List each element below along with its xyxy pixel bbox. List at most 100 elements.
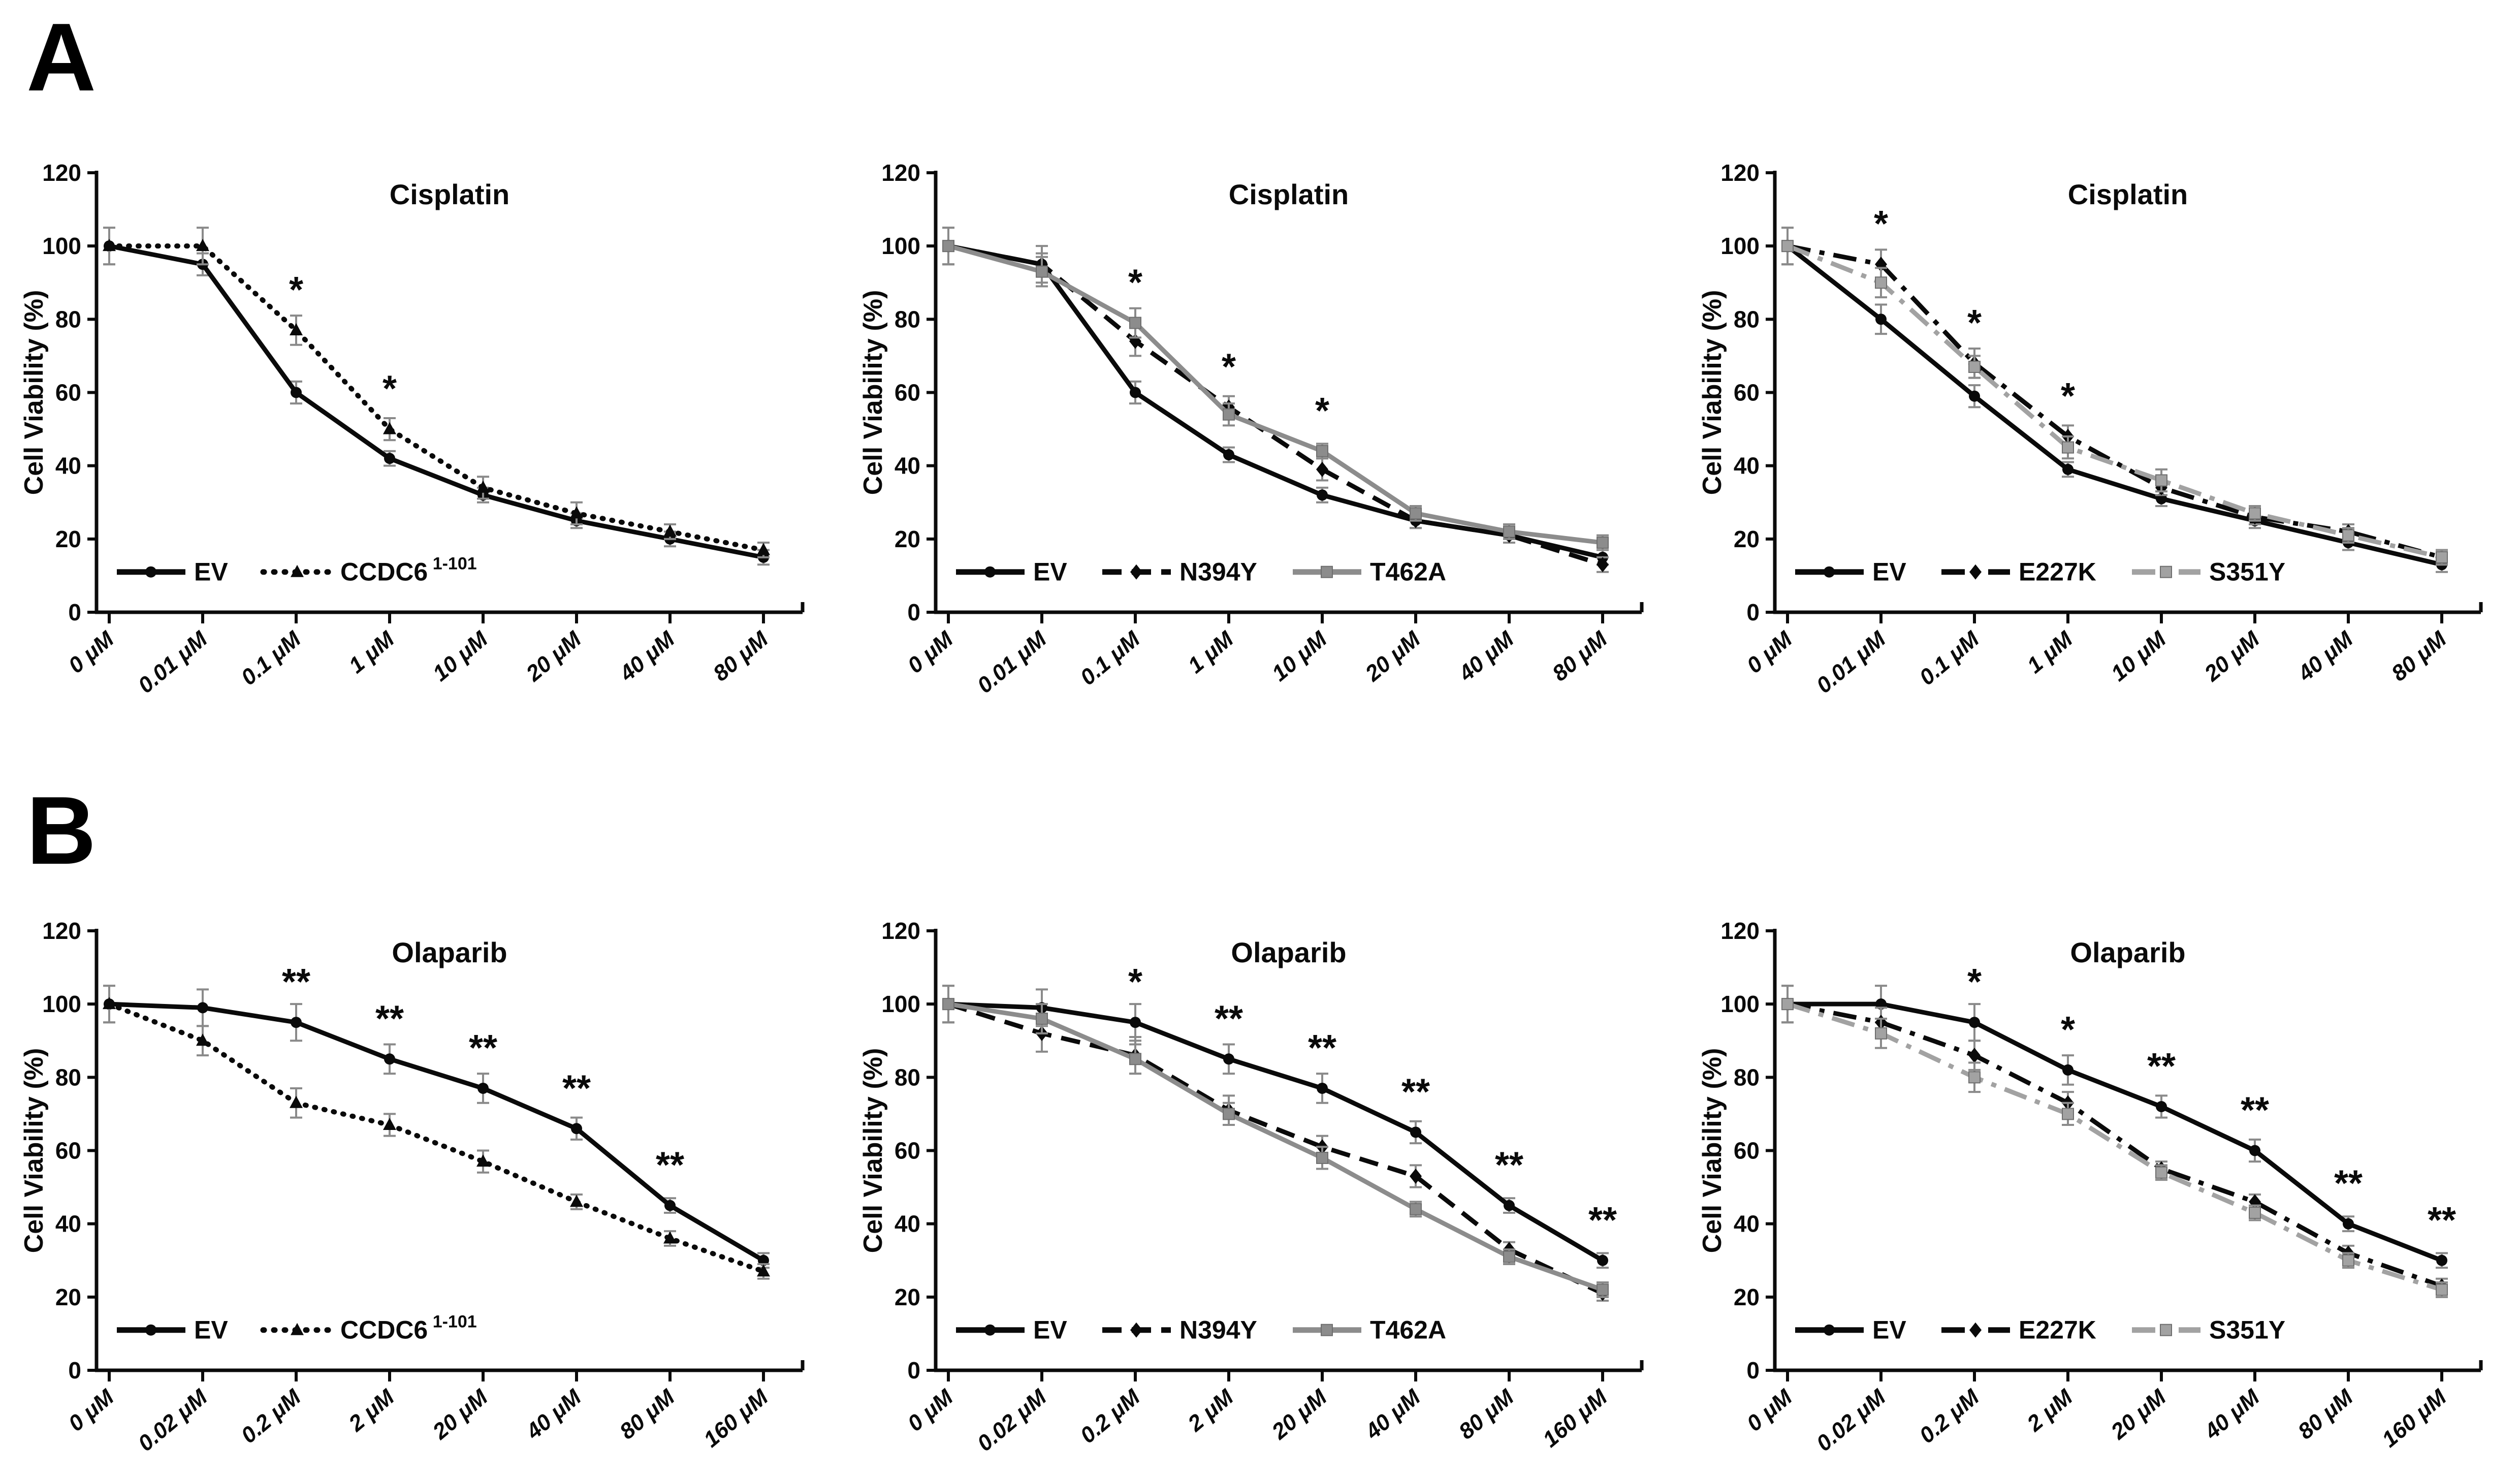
y-tick-label: 20: [1734, 526, 1760, 552]
significance-marker: **: [1588, 1200, 1617, 1241]
data-point: [383, 1118, 396, 1130]
legend-label: N394Y: [1179, 558, 1257, 586]
y-tick-label: 60: [55, 380, 81, 406]
legend-label: CCDC6 1-101: [340, 554, 477, 586]
legend-label: T462A: [1370, 1316, 1446, 1344]
y-tick-label: 120: [881, 160, 920, 186]
legend-item-EV: EV: [117, 1316, 228, 1344]
series-line: [947, 1001, 1604, 1296]
data-point: [1410, 1168, 1422, 1184]
axes: 0 20 40 60 80 100 120 0 μM 0.02 μM 0.2 μM 2 μM 20 μ…: [42, 918, 805, 1456]
x-tick-label: 0.02 μM: [134, 1384, 213, 1456]
data-point: [663, 524, 677, 537]
legend-item-CCDC6: CCDC6 1-101: [260, 1312, 477, 1344]
data-point: [663, 1231, 677, 1244]
y-tick-label: 80: [895, 1064, 920, 1090]
significance-marker: *: [2061, 376, 2075, 417]
data-point: [1316, 1151, 1328, 1164]
y-tick-label: 120: [42, 918, 81, 944]
series-line: [1787, 1001, 2443, 1289]
significance-marker: *: [1874, 204, 1888, 244]
y-tick-label: 60: [1734, 1138, 1760, 1164]
data-point: [1597, 1254, 1608, 1266]
data-point: [570, 506, 583, 519]
series-T462A: [942, 985, 1609, 1298]
data-point: [1321, 1324, 1333, 1336]
data-point: [1504, 1200, 1515, 1211]
significance-marker: **: [2241, 1090, 2269, 1131]
legend-item-T462A: T462A: [1293, 558, 1446, 586]
chart-cisplatin-ev-n394y-t462a: 0 20 40 60 80 100 120 0 μM 0.01 μM 0.1 μM 1 μM 10 μ…: [859, 127, 1652, 716]
y-tick-label: 120: [881, 918, 920, 944]
legend-label: CCDC6 1-101: [340, 1312, 477, 1344]
data-point: [2436, 1283, 2448, 1296]
significance-marker: *: [1967, 962, 1982, 1002]
y-tick-label: 0: [1746, 1357, 1760, 1384]
x-tick-label: 80 μM: [1548, 626, 1613, 686]
data-point: [942, 998, 954, 1011]
chart-cisplatin-ev-ccdc6: 0 20 40 60 80 100 120 0 μM 0.01 μM 0.1 μM 1 μM 10 μ…: [20, 127, 813, 716]
y-tick-label: 20: [895, 526, 920, 552]
x-tick-label: 20 μM: [2106, 1384, 2172, 1444]
x-tick-label: 0 μM: [63, 626, 119, 678]
y-axis-label: Cell Viability (%): [859, 290, 888, 495]
data-point: [1875, 1027, 1887, 1040]
data-point: [291, 387, 302, 398]
x-tick-label: 0.02 μM: [973, 1384, 1052, 1456]
data-point: [1875, 276, 1887, 289]
x-tick-label: 0.01 μM: [1812, 626, 1891, 698]
y-axis-label: Cell Viability (%): [20, 290, 49, 495]
series-T462A: [942, 227, 1609, 551]
significance-marker: **: [2147, 1046, 2176, 1087]
data-point: [2155, 1166, 2167, 1179]
data-point: [384, 453, 395, 464]
x-tick-label: 10 μM: [1267, 626, 1332, 686]
data-point: [1129, 317, 1141, 329]
x-tick-label: 40 μM: [521, 1384, 587, 1444]
x-tick-label: 80 μM: [709, 626, 774, 686]
panel-label-b: B: [26, 777, 96, 885]
data-point: [1968, 1048, 1981, 1063]
legend-item-EV: EV: [1795, 558, 1906, 586]
data-point: [942, 240, 954, 253]
series-line: [109, 243, 764, 560]
x-tick-label: 0.1 μM: [236, 626, 306, 690]
data-point: [1969, 564, 1982, 580]
series-S351Y: [1781, 227, 2448, 566]
significance-marker: *: [289, 270, 303, 310]
x-tick-label: 0.2 μM: [236, 1384, 306, 1448]
legend-item-EV: EV: [956, 1316, 1067, 1344]
y-tick-label: 60: [895, 380, 920, 406]
significance-marker: *: [1222, 347, 1236, 387]
x-tick-label: 0 μM: [903, 1384, 958, 1436]
legend: EV N394Y T462A: [956, 1316, 1446, 1344]
x-tick-label: 20 μM: [428, 1384, 493, 1444]
y-tick-label: 40: [1734, 453, 1760, 479]
data-point: [2343, 1218, 2354, 1230]
data-point: [1317, 1082, 1328, 1094]
chart-svg: 0 20 40 60 80 100 120 0 μM 0.02 μM 0.2 μM 2 μM 20 μ…: [1699, 918, 2483, 1456]
x-tick-label: 20 μM: [521, 626, 587, 686]
y-tick-label: 100: [42, 233, 81, 259]
data-point: [145, 566, 156, 578]
y-tick-label: 0: [907, 599, 920, 625]
significance-marker: **: [1495, 1145, 1523, 1186]
y-tick-label: 60: [1734, 380, 1760, 406]
series-line: [947, 243, 1603, 545]
legend: EV E227K S351Y: [1795, 558, 2285, 586]
x-tick-label: 2 μM: [344, 1384, 400, 1436]
series-line: [107, 1001, 766, 1274]
y-tick-label: 100: [1720, 991, 1760, 1017]
x-tick-label: 10 μM: [2107, 626, 2172, 686]
y-tick-label: 0: [907, 1357, 920, 1384]
chart-title: Olaparib: [392, 936, 507, 968]
data-point: [2062, 1108, 2074, 1120]
legend-label: EV: [1033, 558, 1067, 586]
data-point: [2155, 474, 2167, 487]
legend: EV N394Y T462A: [956, 558, 1446, 586]
y-tick-label: 20: [55, 526, 81, 552]
data-point: [476, 1154, 490, 1167]
significance-marker: **: [375, 998, 404, 1039]
x-tick-label: 0.2 μM: [1075, 1384, 1145, 1448]
axes: 0 20 40 60 80 100 120 0 μM 0.02 μM 0.2 μM 2 μM 20 μ…: [1720, 918, 2483, 1456]
